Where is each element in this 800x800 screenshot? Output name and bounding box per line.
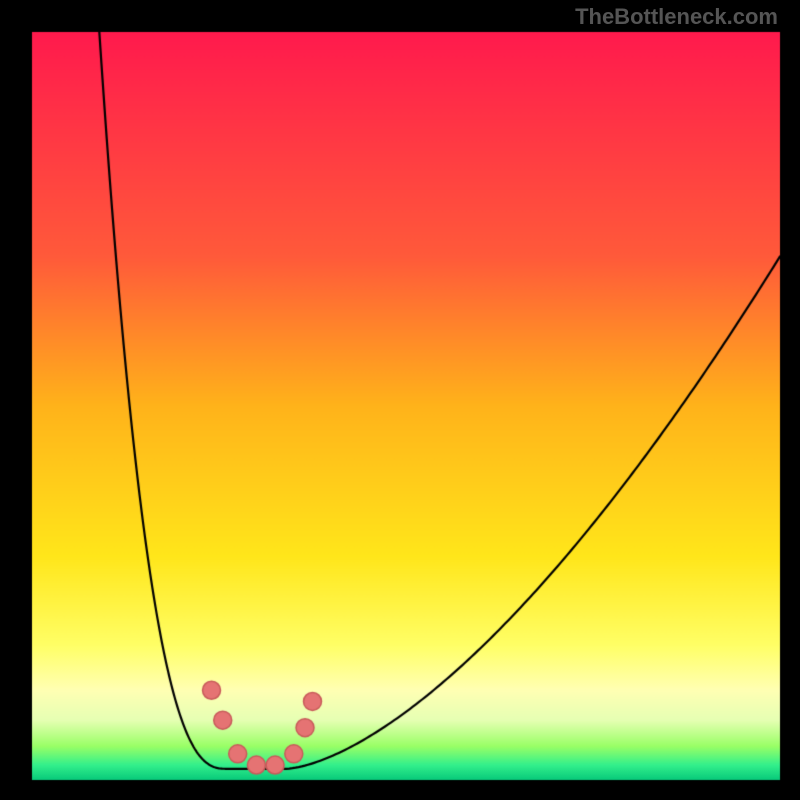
watermark-text: TheBottleneck.com [575,4,778,30]
